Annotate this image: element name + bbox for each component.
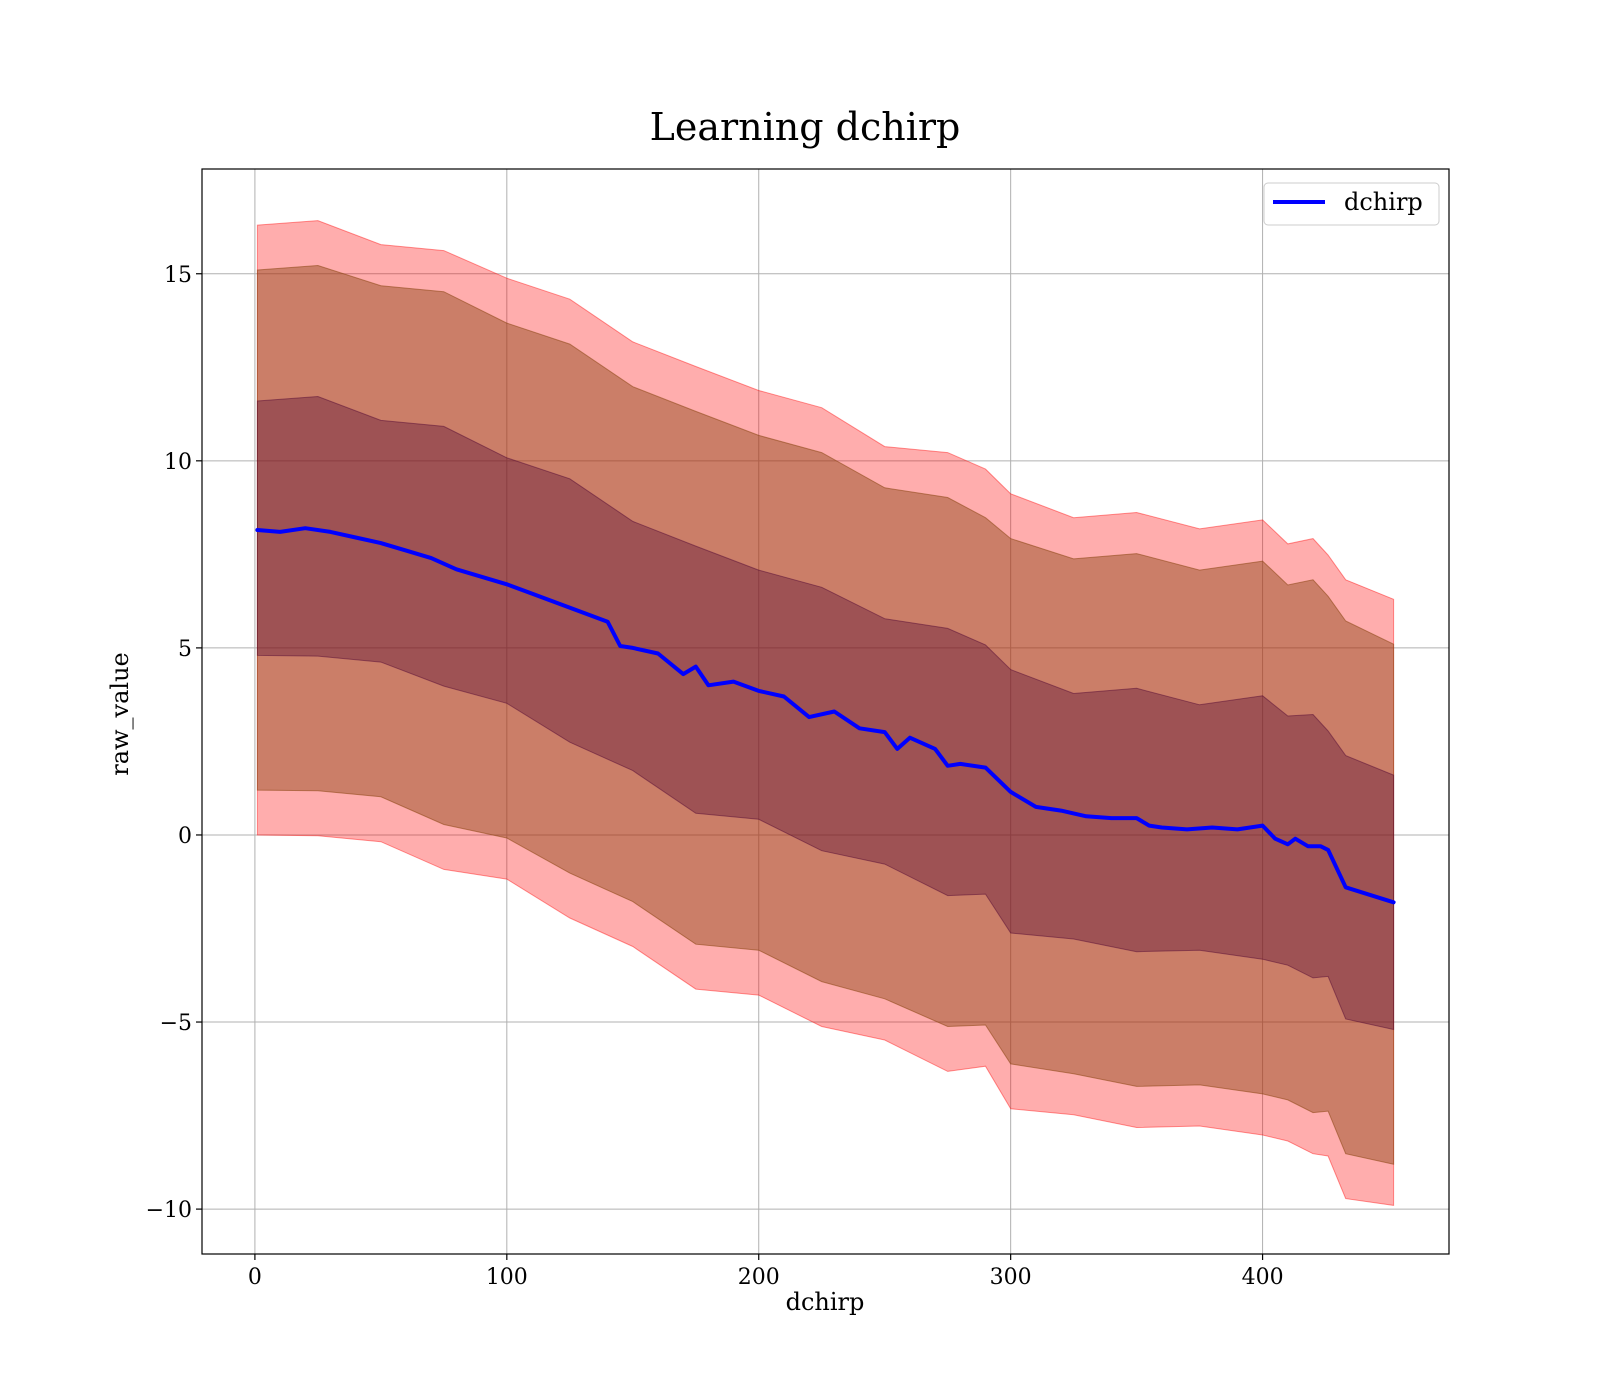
chart-title: Learning dchirp — [650, 105, 961, 149]
y-tick-label-0: −10 — [146, 1198, 192, 1223]
x-axis-label: dchirp — [786, 1288, 865, 1316]
series-layer — [255, 526, 1396, 905]
grid-layer — [202, 169, 1449, 1254]
y-axis-label: raw_value — [106, 652, 134, 776]
legend-box — [1263, 182, 1440, 226]
y-tick-label-5: 15 — [164, 263, 192, 288]
legend-label-dchirp: dchirp — [1344, 188, 1423, 216]
x-tick-label-4: 400 — [1242, 1265, 1284, 1290]
y-tick-label-3: 5 — [178, 637, 192, 662]
y-tick-label-4: 10 — [164, 450, 192, 475]
y-tick-label-1: −5 — [160, 1011, 192, 1036]
x-tick-label-1: 100 — [486, 1265, 528, 1290]
series-line-dchirp — [255, 526, 1396, 905]
x-tick-label-3: 300 — [990, 1265, 1032, 1290]
x-tick-label-2: 200 — [738, 1265, 780, 1290]
x-tick-label-0: 0 — [248, 1265, 262, 1290]
y-tick-label-2: 0 — [178, 824, 192, 849]
tick-layer: 0 100 200 300 400 −10 −5 0 5 10 15 — [146, 263, 1284, 1290]
legend: dchirp — [1263, 182, 1440, 226]
plot-frame — [201, 168, 1450, 1255]
